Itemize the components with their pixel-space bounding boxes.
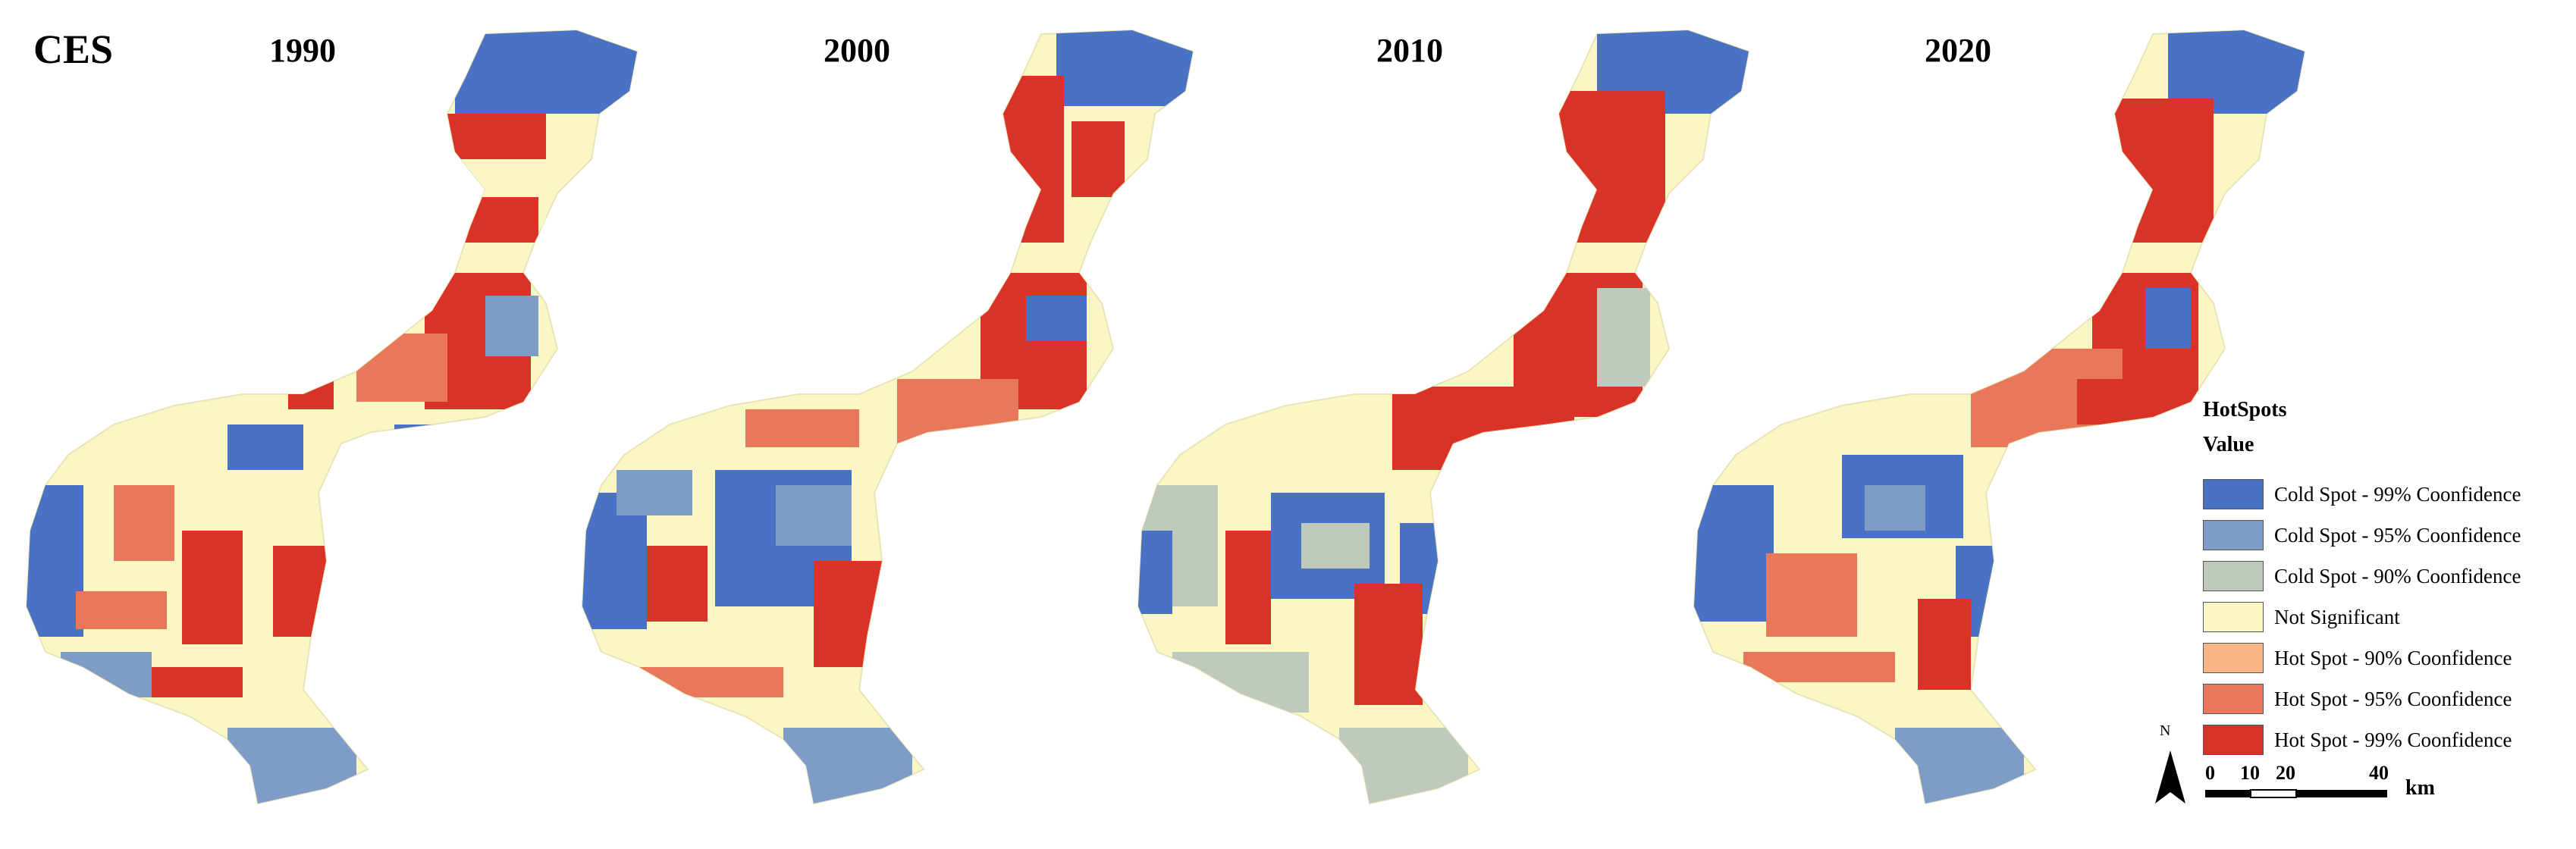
legend-label: Hot Spot - 95% Coonfidence	[2274, 687, 2512, 710]
legend-item: Cold Spot - 99% Coonfidence	[2203, 474, 2559, 515]
legend-swatch	[2203, 520, 2264, 550]
legend-label: Not Significant	[2274, 605, 2400, 628]
scale-tick-10: 10	[2240, 762, 2260, 784]
map-main-label: CES	[33, 27, 114, 72]
map-panel-1990	[26, 30, 638, 804]
scale-bar: 0 10 20 40	[2205, 762, 2433, 807]
legend-label: Hot Spot - 90% Coonfidence	[2274, 646, 2512, 669]
legend-swatch	[2203, 684, 2264, 714]
legend-item: Not Significant	[2203, 597, 2559, 638]
legend-swatch	[2203, 561, 2264, 591]
north-label: N	[2160, 722, 2171, 739]
scale-tick-40: 40	[2369, 762, 2389, 784]
map-panel-2020	[1693, 30, 2305, 804]
legend-item: Hot Spot - 99% Coonfidence	[2203, 719, 2559, 760]
legend-swatch	[2203, 643, 2264, 673]
legend-label: Hot Spot - 99% Coonfidence	[2274, 728, 2512, 751]
legend-subtitle: Value	[2203, 433, 2254, 456]
scale-tick-20: 20	[2276, 762, 2295, 784]
legend-swatch	[2203, 602, 2264, 632]
scale-unit: km	[2405, 776, 2435, 800]
panel-year-2020: 2020	[1925, 32, 1991, 69]
panel-year-2000: 2000	[824, 32, 890, 69]
legend-label: Cold Spot - 95% Coonfidence	[2274, 523, 2521, 547]
legend: HotSpots Value Cold Spot - 99% Coonfiden…	[2203, 398, 2559, 760]
legend-swatch	[2203, 479, 2264, 509]
legend-item: Cold Spot - 90% Coonfidence	[2203, 556, 2559, 597]
north-arrow-icon	[2155, 750, 2185, 804]
scale-tick-0: 0	[2205, 762, 2215, 784]
legend-swatch	[2203, 725, 2264, 755]
legend-item: Hot Spot - 95% Coonfidence	[2203, 678, 2559, 719]
legend-label: Cold Spot - 90% Coonfidence	[2274, 564, 2521, 587]
panel-year-2010: 2010	[1376, 32, 1443, 69]
map-panel-2010	[1137, 30, 1749, 804]
legend-item: Hot Spot - 90% Coonfidence	[2203, 638, 2559, 678]
legend-title: HotSpots	[2203, 398, 2287, 421]
map-panel-2000	[582, 30, 1194, 804]
panel-year-1990: 1990	[269, 32, 336, 69]
scale-bar-graphic	[2205, 789, 2387, 798]
legend-label: Cold Spot - 99% Coonfidence	[2274, 482, 2521, 506]
legend-item: Cold Spot - 95% Coonfidence	[2203, 515, 2559, 556]
